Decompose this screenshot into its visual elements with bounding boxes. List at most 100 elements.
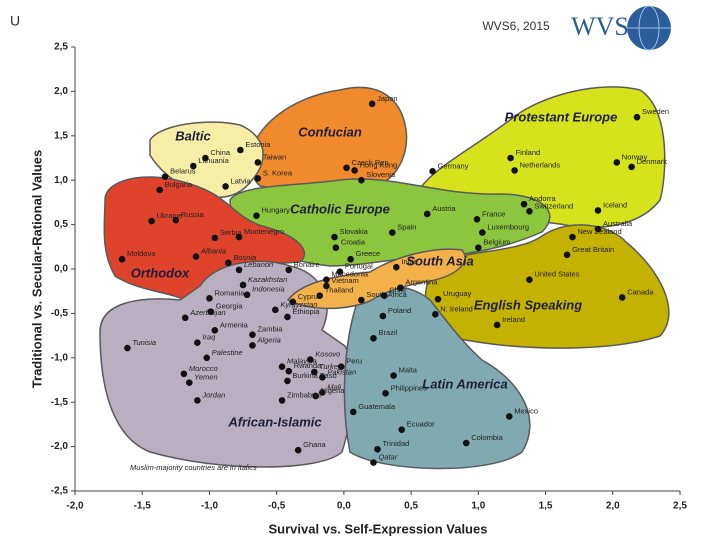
point-label: Malta <box>399 366 418 375</box>
point <box>368 100 376 108</box>
region-shape <box>229 178 551 267</box>
point <box>185 379 193 386</box>
region-label: Orthodox <box>131 265 190 280</box>
point <box>202 154 209 162</box>
point-label: Great Britain <box>572 245 614 254</box>
point-label: Belarus <box>170 167 196 176</box>
point-label: S. Korea <box>263 168 293 177</box>
point <box>563 251 571 259</box>
point-label: Kazakhstan <box>248 275 287 284</box>
point-label: Palestine <box>212 348 243 357</box>
point <box>479 229 486 236</box>
point-label: Azerbaijan <box>189 308 225 317</box>
point <box>374 445 381 453</box>
point <box>235 233 243 241</box>
point <box>284 377 291 385</box>
point <box>382 390 389 397</box>
point-label: Mexico <box>514 406 538 415</box>
point <box>254 175 262 182</box>
point-label: Macedonia <box>331 270 369 279</box>
region-label: English Speaking <box>474 297 582 312</box>
point-label: Vietnam <box>331 276 358 285</box>
point <box>358 176 365 184</box>
region-shape <box>343 285 531 470</box>
x-tick-label: 1,5 <box>539 501 553 512</box>
point <box>319 389 326 396</box>
region-label: Catholic Europe <box>290 201 390 216</box>
point-label: Morocco <box>189 364 218 373</box>
point-label: Estonia <box>245 140 271 149</box>
y-tick-label: -2,0 <box>51 441 69 452</box>
point-label: Pakistan <box>327 367 356 376</box>
point-label: Croatia <box>341 238 366 247</box>
point <box>312 392 319 400</box>
point <box>323 276 330 283</box>
point <box>569 233 576 241</box>
point <box>249 342 256 349</box>
x-tick-label: 2,5 <box>673 501 687 512</box>
point-label: Bulgaria <box>165 180 193 189</box>
point <box>319 374 326 381</box>
point <box>235 266 243 274</box>
point-label: Uruguay <box>443 289 472 298</box>
x-tick-label: -1,0 <box>201 501 219 512</box>
point-label: Ukraine <box>157 211 183 220</box>
point <box>336 268 344 275</box>
point-label: Ireland <box>502 315 525 324</box>
point <box>526 276 533 283</box>
point-label: Tunisia <box>132 338 156 347</box>
point-label: Burkina Faso <box>292 371 336 380</box>
region-label: Baltic <box>175 128 211 143</box>
point <box>358 296 365 304</box>
point-label: Turkey <box>319 362 343 371</box>
point-label: Finland <box>516 148 541 157</box>
point <box>161 173 169 180</box>
point-label: Mali <box>327 382 341 391</box>
point-label: Kyrgyzstan <box>280 300 317 309</box>
point-label: Latvia <box>231 176 252 185</box>
point-label: N. Ireland <box>440 304 473 313</box>
point <box>294 446 302 454</box>
point <box>370 459 377 466</box>
x-tick-label: -0,5 <box>268 501 286 512</box>
point-label: Netherlands <box>520 160 561 169</box>
point-label: Ghana <box>303 440 326 449</box>
note: Muslim-majority countries are in italics <box>130 463 257 472</box>
point-label: Zimbabwe <box>287 390 322 399</box>
point-label: Greece <box>356 249 381 258</box>
point <box>207 308 215 315</box>
region-label: Protestant Europe <box>505 109 618 124</box>
point <box>434 295 442 303</box>
y-tick-label: 1,0 <box>54 175 68 186</box>
point-label: Algeria <box>256 335 280 344</box>
point-label: Ecuador <box>407 420 435 429</box>
point-label: Norway <box>622 152 648 161</box>
point <box>462 439 470 447</box>
point-label: Australia <box>603 219 633 228</box>
point-label: Austria <box>432 204 456 213</box>
point-label: China <box>210 148 230 157</box>
point-label: Serbia <box>220 228 243 237</box>
point-label: Lithuania <box>198 156 229 165</box>
y-tick-label: -2,5 <box>51 486 69 497</box>
x-tick-label: -2,0 <box>66 501 84 512</box>
point <box>194 339 201 347</box>
point <box>505 413 513 420</box>
point-label: Bosnia <box>233 253 256 262</box>
point <box>633 113 641 121</box>
x-axis-title: Survival vs. Self-Expression Values <box>269 521 488 536</box>
point <box>181 314 189 322</box>
point <box>272 306 279 314</box>
point <box>520 200 528 208</box>
point-label: Iraq <box>202 333 216 342</box>
point <box>124 344 131 352</box>
point <box>511 167 518 174</box>
point <box>423 210 431 218</box>
point-label: Japan <box>377 94 397 103</box>
point-label: Thailand <box>325 286 354 295</box>
point <box>306 356 314 363</box>
point <box>343 164 350 172</box>
point <box>618 294 626 301</box>
point <box>397 284 404 291</box>
